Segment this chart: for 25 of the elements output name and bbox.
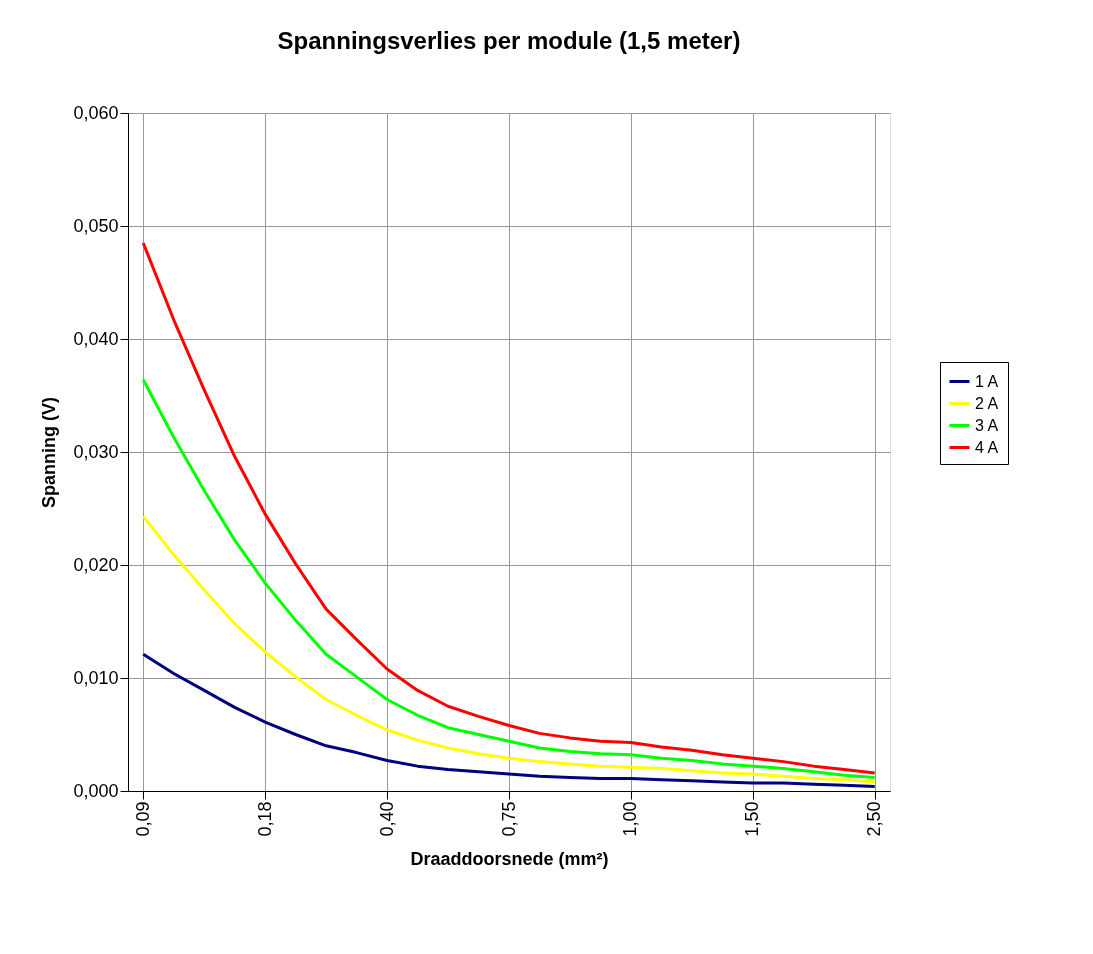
line-series — [141, 241, 877, 775]
y-tick-label: 0,050 — [73, 215, 119, 236]
x-axis-title: Draaddoorsnede (mm²) — [410, 848, 609, 869]
legend-label: 4 A — [975, 438, 999, 456]
y-tick-label: 0,060 — [73, 102, 119, 123]
x-tick-label: 0,40 — [376, 801, 397, 837]
y-tick-label: 0,020 — [73, 554, 119, 575]
x-tick-label: 1,50 — [742, 801, 763, 837]
y-tick-label: 0,010 — [73, 667, 119, 688]
x-tick-label: 2,50 — [864, 801, 885, 837]
legend-label: 1 A — [975, 372, 999, 390]
x-tick-label: 1,00 — [620, 801, 641, 837]
line-series — [141, 514, 877, 784]
legend-label: 3 A — [975, 416, 999, 434]
legend-label: 2 A — [975, 394, 999, 412]
y-tick-label: 0,000 — [73, 780, 119, 801]
x-tick-label: 0,75 — [498, 801, 519, 837]
y-axis-title: Spanning (V) — [39, 397, 60, 508]
line-series — [141, 652, 877, 788]
x-tick-label: 0,09 — [132, 801, 153, 837]
chart-title: Spanningsverlies per module (1,5 meter) — [277, 27, 741, 54]
y-tick-label: 0,030 — [73, 441, 119, 462]
x-tick-label: 0,18 — [254, 801, 275, 837]
line-series — [141, 378, 877, 779]
y-tick-label: 0,040 — [73, 328, 119, 349]
